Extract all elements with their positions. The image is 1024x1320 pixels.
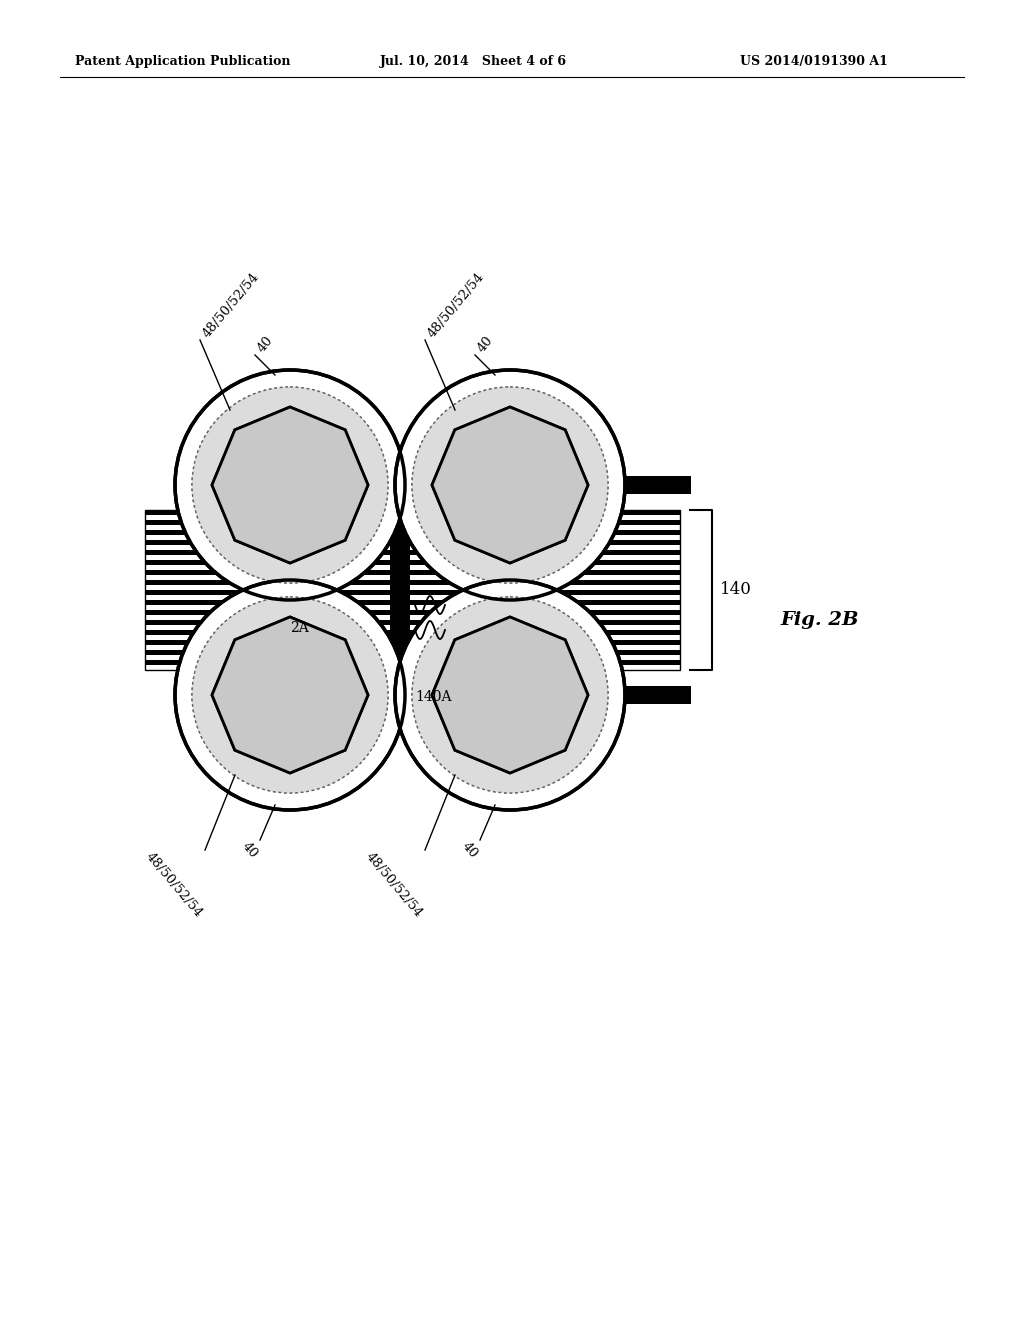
- Bar: [145, 649, 680, 655]
- Polygon shape: [432, 616, 588, 774]
- Bar: [390, 582, 410, 671]
- Polygon shape: [212, 407, 368, 564]
- Bar: [145, 560, 680, 565]
- Polygon shape: [432, 407, 588, 564]
- Circle shape: [193, 597, 388, 793]
- Circle shape: [395, 579, 625, 810]
- Text: Patent Application Publication: Patent Application Publication: [75, 55, 291, 69]
- Bar: [145, 610, 680, 615]
- Circle shape: [175, 370, 406, 601]
- Text: 40: 40: [255, 334, 275, 355]
- Circle shape: [176, 371, 404, 599]
- Text: 48/50/52/54: 48/50/52/54: [364, 850, 425, 920]
- Text: US 2014/0191390 A1: US 2014/0191390 A1: [740, 55, 888, 69]
- Circle shape: [412, 387, 608, 583]
- Bar: [145, 640, 680, 645]
- Bar: [145, 570, 680, 576]
- Text: Jul. 10, 2014   Sheet 4 of 6: Jul. 10, 2014 Sheet 4 of 6: [380, 55, 567, 69]
- Bar: [401, 477, 410, 494]
- Polygon shape: [212, 616, 368, 774]
- Circle shape: [176, 581, 404, 809]
- Circle shape: [175, 579, 406, 810]
- Text: 40: 40: [240, 840, 260, 861]
- Bar: [145, 510, 680, 671]
- Text: 40: 40: [460, 840, 480, 861]
- Text: Fig. 2B: Fig. 2B: [780, 611, 858, 630]
- Text: 140: 140: [720, 582, 752, 598]
- Bar: [621, 686, 691, 704]
- Text: 2A: 2A: [290, 620, 309, 635]
- Circle shape: [193, 387, 388, 583]
- Bar: [145, 590, 680, 595]
- Text: 40: 40: [475, 334, 496, 355]
- Bar: [390, 508, 410, 601]
- Circle shape: [412, 387, 608, 583]
- Circle shape: [396, 581, 624, 809]
- Text: 48/50/52/54: 48/50/52/54: [425, 271, 486, 341]
- Circle shape: [395, 370, 625, 601]
- Bar: [145, 660, 680, 665]
- Polygon shape: [212, 407, 368, 564]
- Bar: [145, 630, 680, 635]
- Bar: [390, 686, 399, 704]
- Bar: [145, 540, 680, 545]
- Polygon shape: [432, 616, 588, 774]
- Circle shape: [193, 387, 388, 583]
- Bar: [145, 579, 680, 585]
- Bar: [401, 686, 410, 704]
- Bar: [145, 510, 680, 671]
- Bar: [145, 550, 680, 556]
- Bar: [145, 531, 680, 535]
- Circle shape: [396, 371, 624, 599]
- Text: 48/50/52/54: 48/50/52/54: [200, 271, 262, 341]
- Bar: [390, 477, 399, 494]
- Text: 48/50/52/54: 48/50/52/54: [143, 850, 205, 920]
- Circle shape: [412, 597, 608, 793]
- Polygon shape: [212, 616, 368, 774]
- Bar: [145, 601, 680, 605]
- Bar: [145, 620, 680, 626]
- Bar: [145, 520, 680, 525]
- Circle shape: [193, 597, 388, 793]
- Bar: [621, 477, 691, 494]
- Circle shape: [412, 597, 608, 793]
- Bar: [145, 510, 680, 515]
- Text: 140A: 140A: [415, 690, 452, 704]
- Polygon shape: [432, 407, 588, 564]
